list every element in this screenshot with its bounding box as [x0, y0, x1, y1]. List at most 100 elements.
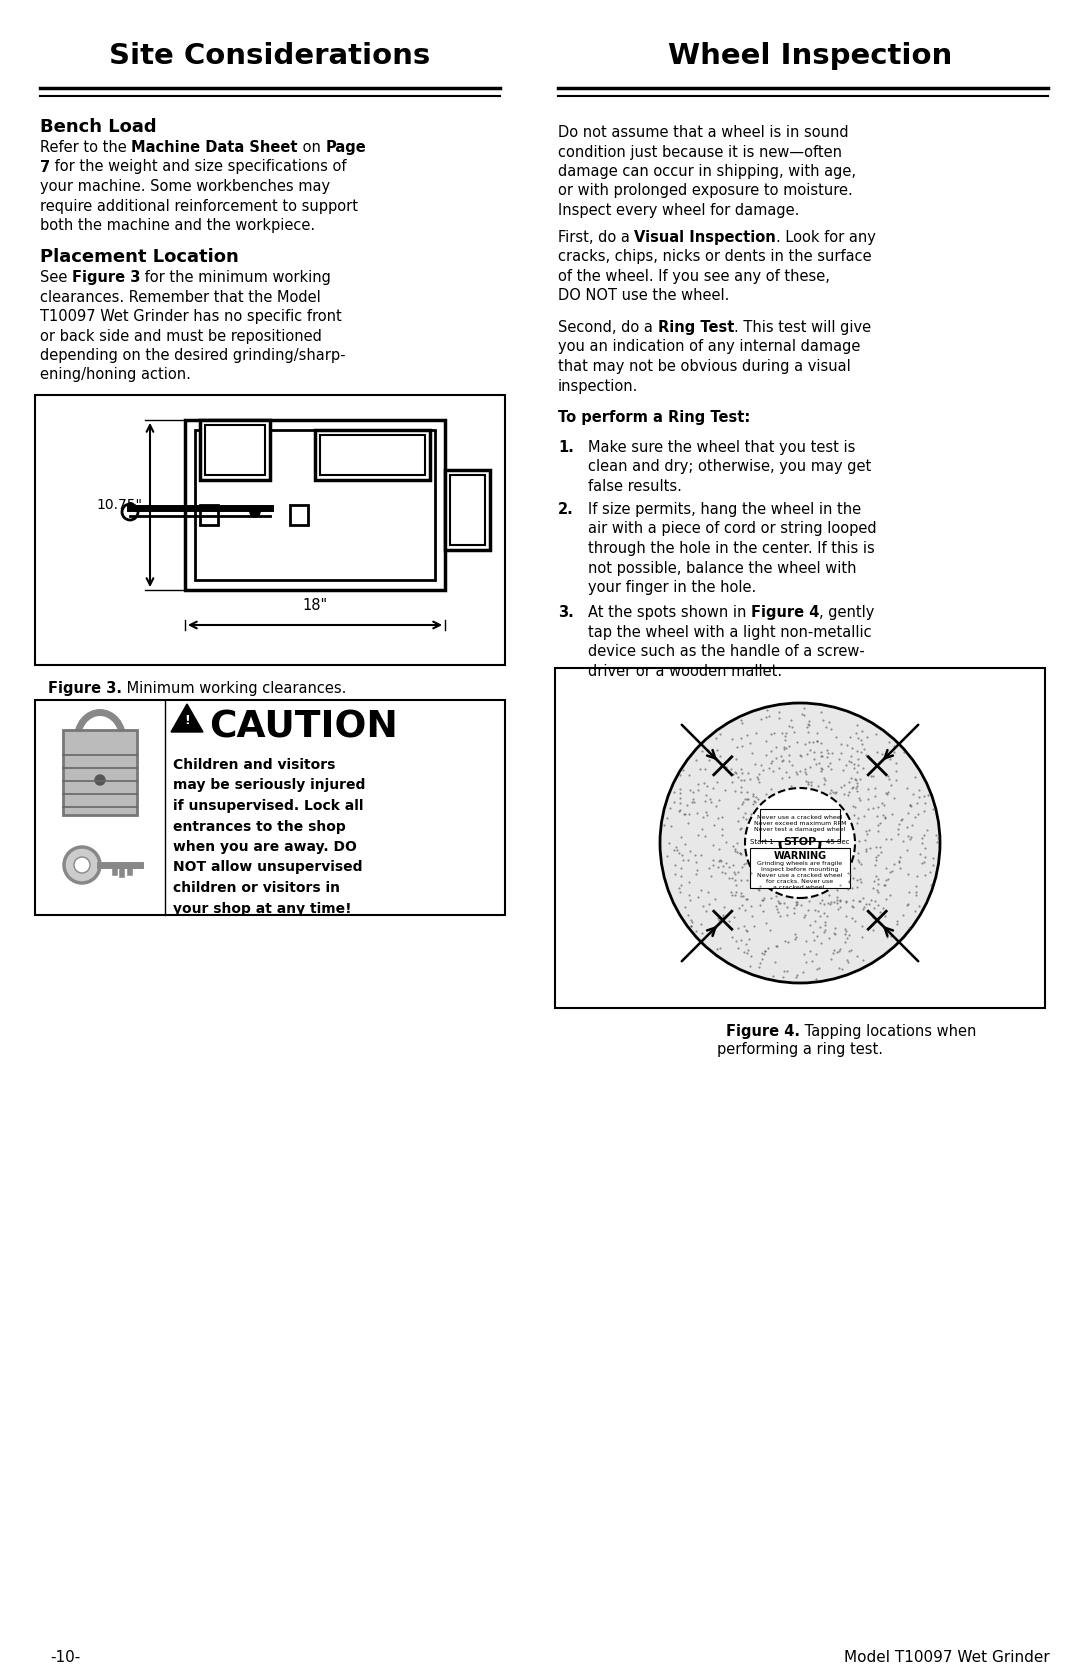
Text: Visual Inspection: Visual Inspection: [635, 230, 777, 245]
Circle shape: [660, 703, 940, 983]
Text: both the machine and the workpiece.: both the machine and the workpiece.: [40, 219, 315, 234]
Text: Site Considerations: Site Considerations: [109, 42, 431, 70]
Text: driver or a wooden mallet.: driver or a wooden mallet.: [588, 664, 782, 679]
Bar: [35, 699, 505, 915]
Text: depending on the desired grinding/sharp-: depending on the desired grinding/sharp-: [40, 349, 346, 362]
Text: 1.: 1.: [558, 441, 573, 456]
Text: Figure 3: Figure 3: [72, 270, 140, 285]
Text: cracks, chips, nicks or dents in the surface: cracks, chips, nicks or dents in the sur…: [558, 249, 872, 264]
Text: DO NOT use the wheel.: DO NOT use the wheel.: [558, 289, 729, 304]
Text: . Look for any: . Look for any: [777, 230, 876, 245]
Text: Never use a cracked wheel: Never use a cracked wheel: [757, 873, 842, 878]
Text: not possible, balance the wheel with: not possible, balance the wheel with: [588, 561, 856, 576]
Text: Inspect every wheel for damage.: Inspect every wheel for damage.: [558, 204, 799, 219]
Bar: [750, 848, 850, 888]
Text: for the weight and size specifications of: for the weight and size specifications o…: [50, 160, 347, 175]
Text: !: !: [184, 714, 190, 726]
Text: Inspect before mounting: Inspect before mounting: [761, 866, 839, 871]
Circle shape: [780, 823, 820, 863]
Circle shape: [249, 507, 260, 517]
Text: performing a ring test.: performing a ring test.: [717, 1041, 883, 1056]
Bar: [35, 396, 505, 664]
Text: tap the wheel with a light non-metallic: tap the wheel with a light non-metallic: [588, 624, 872, 639]
Text: Never use a cracked wheel: Never use a cracked wheel: [757, 814, 842, 819]
Text: damage can occur in shipping, with age,: damage can occur in shipping, with age,: [558, 164, 856, 179]
Bar: [450, 476, 485, 546]
Text: Never exceed maximum RPM: Never exceed maximum RPM: [754, 821, 847, 826]
Text: on: on: [298, 140, 325, 155]
Text: you an indication of any internal damage: you an indication of any internal damage: [558, 339, 861, 354]
Text: Figure 4.: Figure 4.: [726, 1025, 800, 1040]
Text: entrances to the shop: entrances to the shop: [173, 819, 346, 833]
Text: condition just because it is new—often: condition just because it is new—often: [558, 145, 842, 160]
Circle shape: [122, 504, 138, 521]
Text: Figure 4: Figure 4: [751, 604, 820, 619]
Polygon shape: [171, 704, 203, 733]
Text: false results.: false results.: [588, 479, 681, 494]
Bar: [320, 436, 426, 476]
Circle shape: [745, 788, 855, 898]
Text: Bench Load: Bench Load: [40, 118, 157, 135]
Text: 2.: 2.: [558, 502, 573, 517]
Text: or back side and must be repositioned: or back side and must be repositioned: [40, 329, 322, 344]
Text: Ring Test: Ring Test: [658, 320, 734, 335]
Text: require additional reinforcement to support: require additional reinforcement to supp…: [40, 199, 357, 214]
Text: your finger in the hole.: your finger in the hole.: [588, 581, 756, 596]
Bar: [555, 668, 1045, 1008]
Text: Placement Location: Placement Location: [40, 249, 239, 265]
Text: Grinding wheels are fragile: Grinding wheels are fragile: [757, 861, 842, 866]
Text: 7: 7: [40, 160, 50, 175]
Text: , gently: , gently: [820, 604, 875, 619]
Text: Children and visitors: Children and visitors: [173, 758, 336, 773]
Bar: [200, 421, 270, 481]
Text: STOP: STOP: [783, 836, 816, 846]
Text: your shop at any time!: your shop at any time!: [173, 901, 352, 916]
Text: Figure 3.: Figure 3.: [48, 681, 122, 696]
Text: At the spots shown in: At the spots shown in: [588, 604, 751, 619]
Text: Refer to the: Refer to the: [40, 140, 132, 155]
Bar: [291, 506, 308, 526]
Text: 18": 18": [302, 598, 327, 613]
Text: your machine. Some workbenches may: your machine. Some workbenches may: [40, 179, 330, 194]
Text: a cracked wheel.: a cracked wheel.: [773, 885, 826, 890]
Text: -10-: -10-: [50, 1651, 80, 1666]
Text: of the wheel. If you see any of these,: of the wheel. If you see any of these,: [558, 269, 829, 284]
Text: Machine Data Sheet: Machine Data Sheet: [132, 140, 298, 155]
Text: Wheel Inspection: Wheel Inspection: [667, 42, 953, 70]
Text: for cracks. Never use: for cracks. Never use: [767, 880, 834, 885]
Circle shape: [75, 856, 90, 873]
Text: See: See: [40, 270, 72, 285]
Text: Make sure the wheel that you test is: Make sure the wheel that you test is: [588, 441, 855, 456]
Bar: [445, 471, 490, 551]
Circle shape: [64, 846, 100, 883]
Text: through the hole in the center. If this is: through the hole in the center. If this …: [588, 541, 875, 556]
Text: or with prolonged exposure to moisture.: or with prolonged exposure to moisture.: [558, 184, 853, 199]
Text: NOT allow unsupervised: NOT allow unsupervised: [173, 861, 363, 875]
Text: 10.75": 10.75": [96, 497, 141, 512]
Text: T10097 Wet Grinder has no specific front: T10097 Wet Grinder has no specific front: [40, 309, 341, 324]
Circle shape: [95, 774, 105, 784]
Text: Never test a damaged wheel: Never test a damaged wheel: [754, 828, 846, 833]
Bar: [315, 431, 430, 481]
Text: Do not assume that a wheel is in sound: Do not assume that a wheel is in sound: [558, 125, 849, 140]
Text: Second, do a: Second, do a: [558, 320, 658, 335]
Text: CAUTION: CAUTION: [210, 709, 397, 746]
Bar: [200, 506, 218, 526]
Text: when you are away. DO: when you are away. DO: [173, 840, 356, 855]
Text: WARNING: WARNING: [773, 851, 826, 861]
Text: Model T10097 Wet Grinder: Model T10097 Wet Grinder: [845, 1651, 1050, 1666]
Text: air with a piece of cord or string looped: air with a piece of cord or string loope…: [588, 521, 877, 536]
Text: device such as the handle of a screw-: device such as the handle of a screw-: [588, 644, 865, 659]
Text: 3.: 3.: [558, 604, 573, 619]
Text: To perform a Ring Test:: To perform a Ring Test:: [558, 411, 751, 426]
Text: clean and dry; otherwise, you may get: clean and dry; otherwise, you may get: [588, 459, 872, 474]
Text: ening/honing action.: ening/honing action.: [40, 367, 191, 382]
Bar: [185, 421, 445, 591]
Text: . This test will give: . This test will give: [734, 320, 870, 335]
Text: If size permits, hang the wheel in the: If size permits, hang the wheel in the: [588, 502, 861, 517]
Text: that may not be obvious during a visual: that may not be obvious during a visual: [558, 359, 851, 374]
Text: for the minimum working: for the minimum working: [140, 270, 332, 285]
Bar: [205, 426, 265, 476]
Text: First, do a: First, do a: [558, 230, 635, 245]
Text: Start 1: Start 1: [751, 840, 774, 845]
